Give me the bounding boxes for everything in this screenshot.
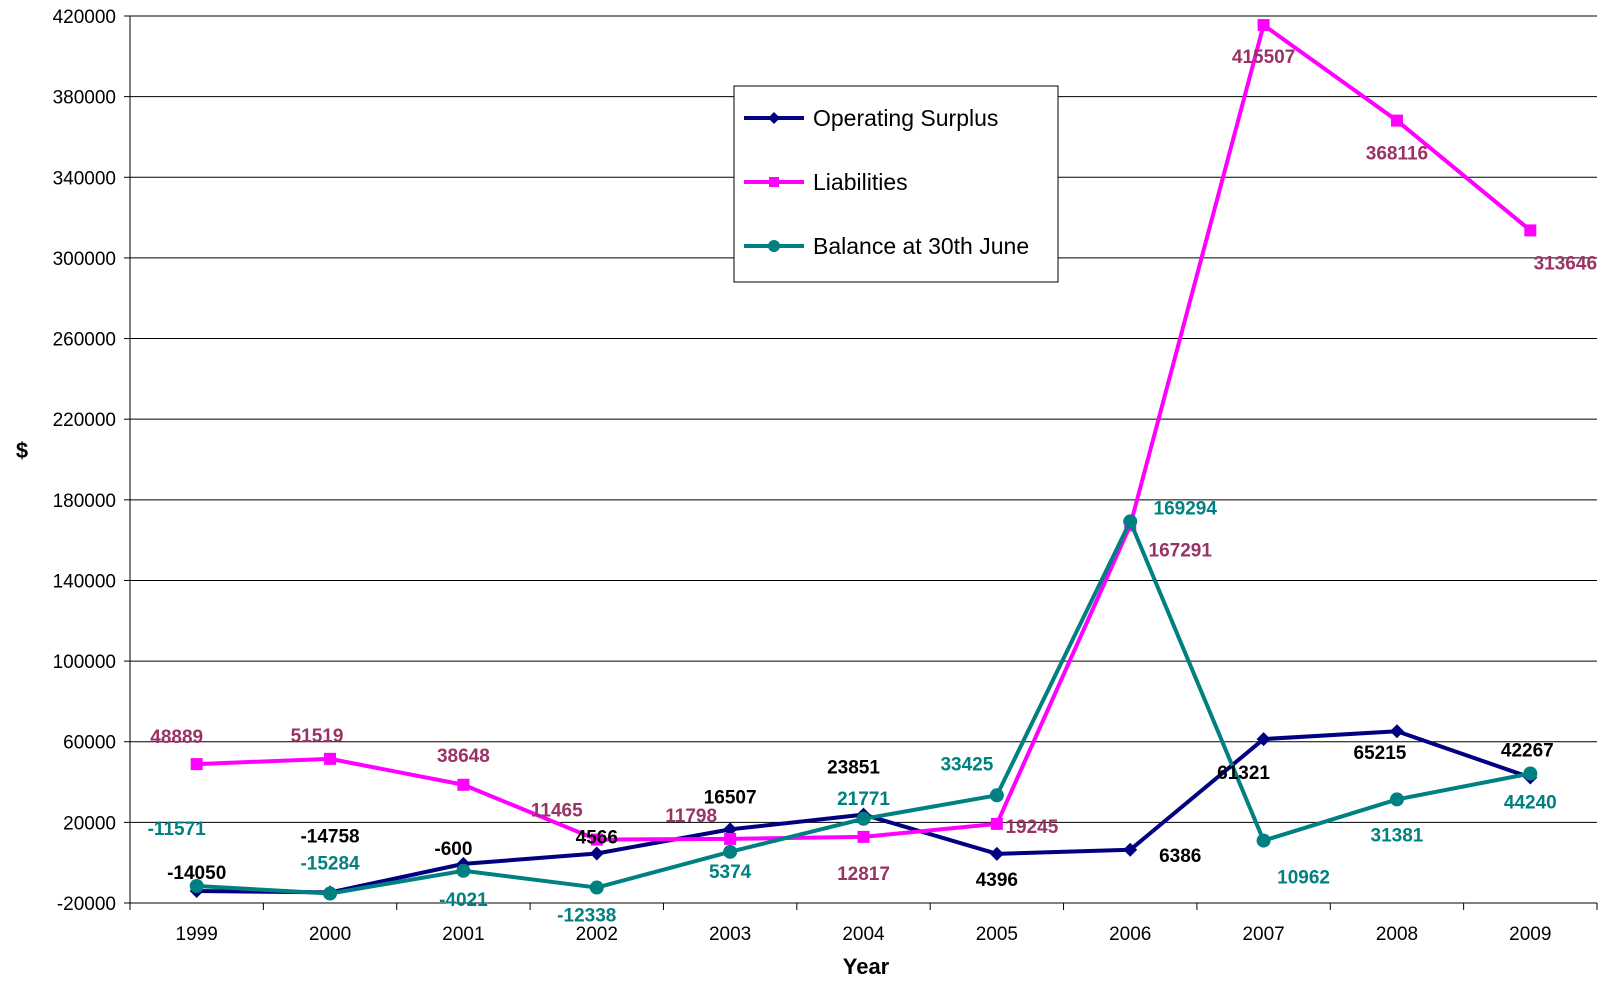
x-tick-label: 2005	[976, 924, 1018, 945]
x-tick-label: 2007	[1242, 924, 1284, 945]
data-label-liabilities: 11798	[665, 806, 717, 827]
data-label-balance: 33425	[940, 754, 993, 775]
point-balance	[1389, 792, 1404, 807]
data-label-operating-surplus: -14758	[300, 826, 359, 847]
data-label-balance: -4021	[439, 890, 488, 911]
data-label-balance: 10962	[1277, 868, 1330, 889]
data-label-liabilities: 415507	[1232, 47, 1295, 68]
data-label-liabilities: 48889	[150, 727, 203, 748]
point-balance	[1123, 514, 1138, 529]
y-tick-label: 60000	[63, 733, 116, 754]
data-label-operating-surplus: 6386	[1159, 846, 1201, 867]
data-label-liabilities: 51519	[291, 726, 344, 747]
data-label-operating-surplus: 16507	[704, 787, 757, 808]
legend-marker-liabilities	[769, 177, 779, 187]
data-label-operating-surplus: -600	[434, 839, 472, 860]
data-label-liabilities: 167291	[1149, 540, 1213, 561]
y-tick-label: 300000	[53, 249, 116, 270]
y-axis-title: $	[16, 438, 28, 463]
x-tick-label: 2000	[309, 924, 351, 945]
point-liabilities	[1390, 114, 1403, 127]
point-balance	[323, 886, 338, 901]
point-balance	[989, 788, 1004, 803]
y-tick-label: 180000	[53, 491, 116, 512]
point-balance	[189, 879, 204, 894]
data-label-operating-surplus: 61321	[1217, 763, 1270, 784]
x-tick-label: 2003	[709, 924, 751, 945]
y-tick-label: 140000	[53, 571, 116, 592]
x-tick-label: 2001	[442, 924, 484, 945]
data-label-operating-surplus: -14050	[167, 863, 226, 884]
data-label-liabilities: 12817	[837, 864, 890, 885]
data-label-operating-surplus: 42267	[1501, 740, 1554, 761]
axes: -20000 20000 60000 100000 140000 180000 220000…	[53, 7, 1598, 945]
x-axis-title: Year	[843, 954, 890, 979]
point-balance	[856, 811, 871, 826]
data-label-balance: 31381	[1371, 825, 1424, 846]
legend-marker-operating-surplus	[768, 112, 780, 124]
y-tick-label: 260000	[53, 330, 116, 351]
data-label-balance: 21771	[837, 789, 890, 810]
x-tick-label: 2008	[1376, 924, 1418, 945]
point-liabilities	[724, 832, 737, 845]
x-tick-label: 2004	[842, 924, 885, 945]
data-label-liabilities: 368116	[1366, 144, 1428, 165]
data-label-balance: -11571	[148, 819, 207, 840]
data-label-balance: 5374	[709, 862, 752, 883]
point-liabilities	[457, 778, 470, 791]
point-liabilities	[590, 833, 603, 846]
point-liabilities	[1257, 19, 1270, 32]
y-tick-label: 340000	[53, 168, 116, 189]
point-balance	[456, 863, 471, 878]
series-lines	[189, 19, 1538, 901]
point-operating-surplus	[989, 846, 1004, 861]
data-label-balance: -12338	[557, 906, 616, 927]
point-balance	[1256, 833, 1271, 848]
x-tick-label: 2006	[1109, 924, 1151, 945]
point-operating-surplus	[1123, 842, 1138, 857]
point-operating-surplus	[1389, 724, 1404, 739]
point-balance	[589, 880, 604, 895]
y-tick-label: 380000	[53, 88, 116, 109]
data-label-operating-surplus: 4396	[976, 870, 1018, 891]
x-tick-label: 1999	[176, 924, 218, 945]
point-liabilities	[857, 830, 870, 843]
legend-marker-balance	[768, 240, 780, 252]
point-liabilities	[324, 752, 337, 765]
y-tick-label: 220000	[53, 410, 116, 431]
data-label-operating-surplus: 23851	[827, 758, 880, 779]
legend: Operating Surplus Liabilities Balance at…	[733, 85, 1059, 283]
point-liabilities	[190, 758, 203, 771]
y-tick-label: 20000	[63, 813, 116, 834]
data-label-balance: 44240	[1504, 792, 1557, 813]
data-label-balance: 169294	[1154, 498, 1218, 519]
data-label-liabilities: 19245	[1005, 817, 1058, 838]
x-tick-label: 2009	[1509, 924, 1551, 945]
data-label-liabilities: 313646	[1534, 253, 1597, 274]
data-label-liabilities: 11465	[531, 801, 583, 822]
data-labels: -14050 -14758 -600 4566 16507 23851 4396 6386 61…	[148, 47, 1597, 926]
point-liabilities	[990, 817, 1003, 830]
data-label-operating-surplus: 4566	[576, 827, 618, 848]
data-label-operating-surplus: 65215	[1354, 743, 1407, 764]
point-balance	[723, 844, 738, 859]
y-tick-label: -20000	[57, 894, 116, 915]
legend-label-balance: Balance at 30th June	[813, 233, 1029, 259]
point-operating-surplus	[1256, 732, 1271, 747]
point-balance	[1523, 766, 1538, 781]
legend-label-liabilities: Liabilities	[813, 169, 908, 195]
x-tick-label: 2002	[576, 924, 618, 945]
data-label-liabilities: 38648	[437, 746, 490, 767]
data-label-balance: -15284	[300, 853, 360, 874]
y-tick-label: 420000	[53, 7, 116, 28]
legend-label-operating-surplus: Operating Surplus	[813, 105, 998, 131]
point-operating-surplus	[589, 846, 604, 861]
y-tick-label: 100000	[53, 652, 116, 673]
point-liabilities	[1524, 224, 1537, 237]
